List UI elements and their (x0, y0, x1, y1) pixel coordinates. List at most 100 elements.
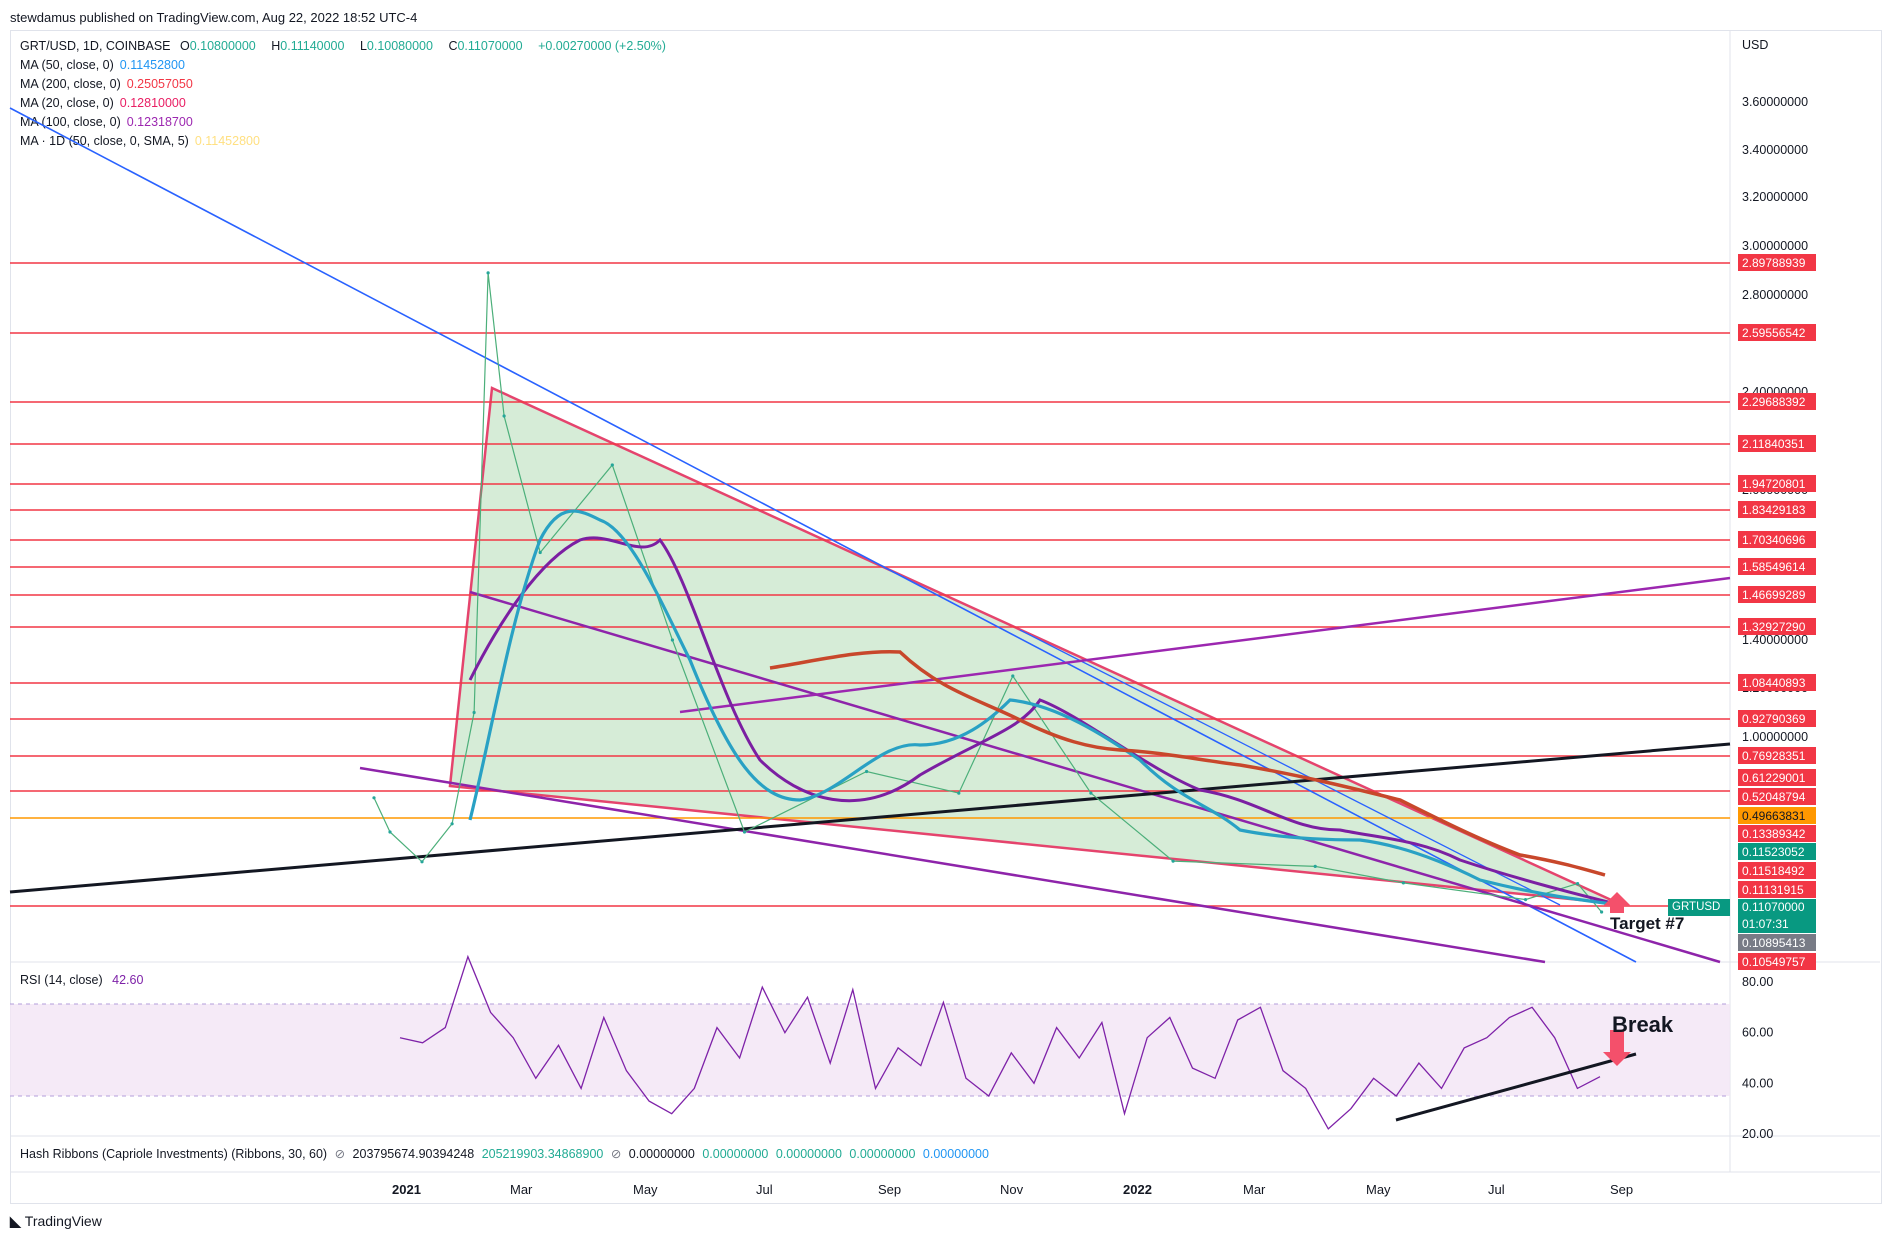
price-tag-label: 0.52048794 (1742, 790, 1806, 804)
price-tag-label: 1.08440893 (1742, 676, 1806, 690)
price-point (1576, 882, 1580, 886)
price-tick-label: 3.40000000 (1742, 143, 1808, 157)
rsi-legend[interactable]: RSI (14, close) 42.60 (20, 973, 143, 987)
hash-value-6: 0.00000000 (849, 1147, 916, 1161)
price-tag-bg (1738, 475, 1816, 492)
tradingview-brand[interactable]: ◣ TradingView (10, 1213, 102, 1230)
rsi-tick-label: 60.00 (1742, 1026, 1773, 1040)
price-tag-label: 2.11840351 (1742, 437, 1805, 451)
time-tick-label: Sep (878, 1182, 902, 1197)
target-arrow-icon (1603, 892, 1631, 906)
price-tag-label: 0.49663831 (1742, 809, 1806, 823)
price-point (865, 769, 869, 774)
chart-frame (10, 30, 1882, 1204)
price-tag-bg (1738, 788, 1816, 805)
c-label: C (448, 39, 458, 53)
price-point (1523, 898, 1528, 902)
indicator-ma20[interactable]: MA (20, close, 0) 0.12810000 (20, 96, 192, 110)
price-point (472, 710, 476, 715)
price-tick-label: 3.60000000 (1742, 95, 1808, 109)
price-tag-label: 1.94720801 (1742, 477, 1806, 491)
price-tag-bg (1738, 769, 1816, 786)
time-tick-label: May (633, 1182, 658, 1197)
indicator-value: 0.25057050 (126, 77, 193, 91)
ohlc-legend: GRT/USD, 1D, COINBASE O0.10800000 H0.111… (20, 39, 672, 53)
time-tick-label: May (1366, 1182, 1391, 1197)
price-point (420, 860, 424, 864)
hash-ribbons-legend[interactable]: Hash Ribbons (Capriole Investments) (Rib… (20, 1146, 989, 1161)
price-tick-label: 2.80000000 (1742, 288, 1808, 302)
indicator-ma100[interactable]: MA (100, close, 0) 0.12318700 (20, 115, 199, 129)
indicator-value: 0.12318700 (126, 115, 193, 129)
price-tag-label: 0.11523052 (1742, 845, 1805, 859)
break-label: Break (1612, 1012, 1674, 1037)
price-tag-bg (1738, 953, 1816, 970)
indicator-value: 0.11452800 (119, 58, 185, 72)
time-tick-label: Mar (1243, 1182, 1266, 1197)
price-tag-label: 1.83429183 (1742, 503, 1806, 517)
indicator-value: 0.11452800 (194, 134, 260, 148)
hash-label: Hash Ribbons (Capriole Investments) (Rib… (20, 1147, 328, 1161)
indicator-label: MA (200, close, 0) (20, 77, 121, 91)
bar-countdown: 01:07:31 (1742, 917, 1789, 931)
price-point (388, 830, 392, 834)
price-point (538, 550, 542, 555)
price-tag-bg (1738, 558, 1816, 575)
last-price-value: 0.11070000 (1742, 900, 1805, 914)
price-tick-label: 1.00000000 (1742, 730, 1808, 744)
ma50-line (468, 509, 1621, 907)
time-tick-label: Mar (510, 1182, 533, 1197)
indicator-label: MA (50, close, 0) (20, 58, 114, 72)
l-label: L (359, 39, 367, 53)
price-point (486, 271, 490, 275)
price-tag-label: 0.61229001 (1742, 771, 1806, 785)
price-tag-label: 0.10895413 (1742, 936, 1806, 950)
black-support-line (9, 742, 1731, 894)
price-tag-label: 0.11131915 (1742, 883, 1804, 897)
price-tag-bg (1738, 881, 1816, 898)
currency-label: USD (1742, 38, 1769, 52)
price-tag-label: 1.32927290 (1742, 620, 1806, 634)
indicator-label: MA · 1D (50, close, 0, SMA, 5) (20, 134, 189, 148)
price-tag-bg (1738, 674, 1816, 691)
indicator-label: MA (100, close, 0) (20, 115, 121, 129)
hash-value-3: 0.00000000 (628, 1147, 695, 1161)
price-tag-label: 0.13389342 (1742, 827, 1806, 841)
h-label: H (271, 39, 281, 53)
rsi-label: RSI (14, close) (20, 973, 103, 987)
price-point (502, 414, 506, 418)
target-label: Target #7 (1610, 914, 1684, 933)
rsi-line (399, 954, 1601, 1130)
indicator-ma200[interactable]: MA (200, close, 0) 0.25057050 (20, 77, 199, 91)
change-value: +0.00270000 (+2.50%) (538, 39, 666, 53)
tradingview-logo-icon: ◣ (10, 1213, 21, 1229)
break-arrow-stem (1610, 1030, 1624, 1052)
rsi-axis-ticks: 80.00 60.00 40.00 20.00 (1742, 975, 1773, 1141)
price-tag-label: 1.58549614 (1742, 560, 1806, 574)
blue-channel-line (1019, 629, 1561, 906)
price-tag-bg (1738, 254, 1816, 271)
price-tag-label: 2.29688392 (1742, 395, 1806, 409)
price-tag-bg (1738, 934, 1816, 951)
time-tick-label: Jul (1488, 1182, 1505, 1197)
hash-value-7: 0.00000000 (922, 1147, 989, 1161)
price-tag-bg (1738, 747, 1816, 764)
hash-value-1: 203795674.90394248 (352, 1147, 475, 1161)
purple-upper-channel (679, 576, 1731, 714)
price-point (1401, 881, 1405, 885)
symbol-price-tag[interactable]: GRTUSD (1668, 899, 1730, 916)
indicator-ma50[interactable]: MA (50, close, 0) 0.11452800 (20, 58, 191, 72)
price-tag-label: 2.89788939 (1742, 256, 1806, 270)
symbol-label[interactable]: GRT/USD, 1D, COINBASE (20, 39, 171, 53)
indicator-ma-1d[interactable]: MA · 1D (50, close, 0, SMA, 5) 0.11452800 (20, 134, 266, 148)
price-tag-label: 0.92790369 (1742, 712, 1806, 726)
last-price-tag[interactable]: 0.11070000 01:07:31 (1738, 899, 1816, 933)
price-tag-bg (1738, 710, 1816, 727)
target-arrow-stem (1610, 905, 1624, 913)
rsi-tick-label: 40.00 (1742, 1076, 1773, 1090)
price-tag-bg (1738, 393, 1816, 410)
price-tag-bg (1738, 531, 1816, 548)
l-item: L0.10080000 (360, 39, 439, 53)
break-arrow-icon (1603, 1052, 1631, 1066)
